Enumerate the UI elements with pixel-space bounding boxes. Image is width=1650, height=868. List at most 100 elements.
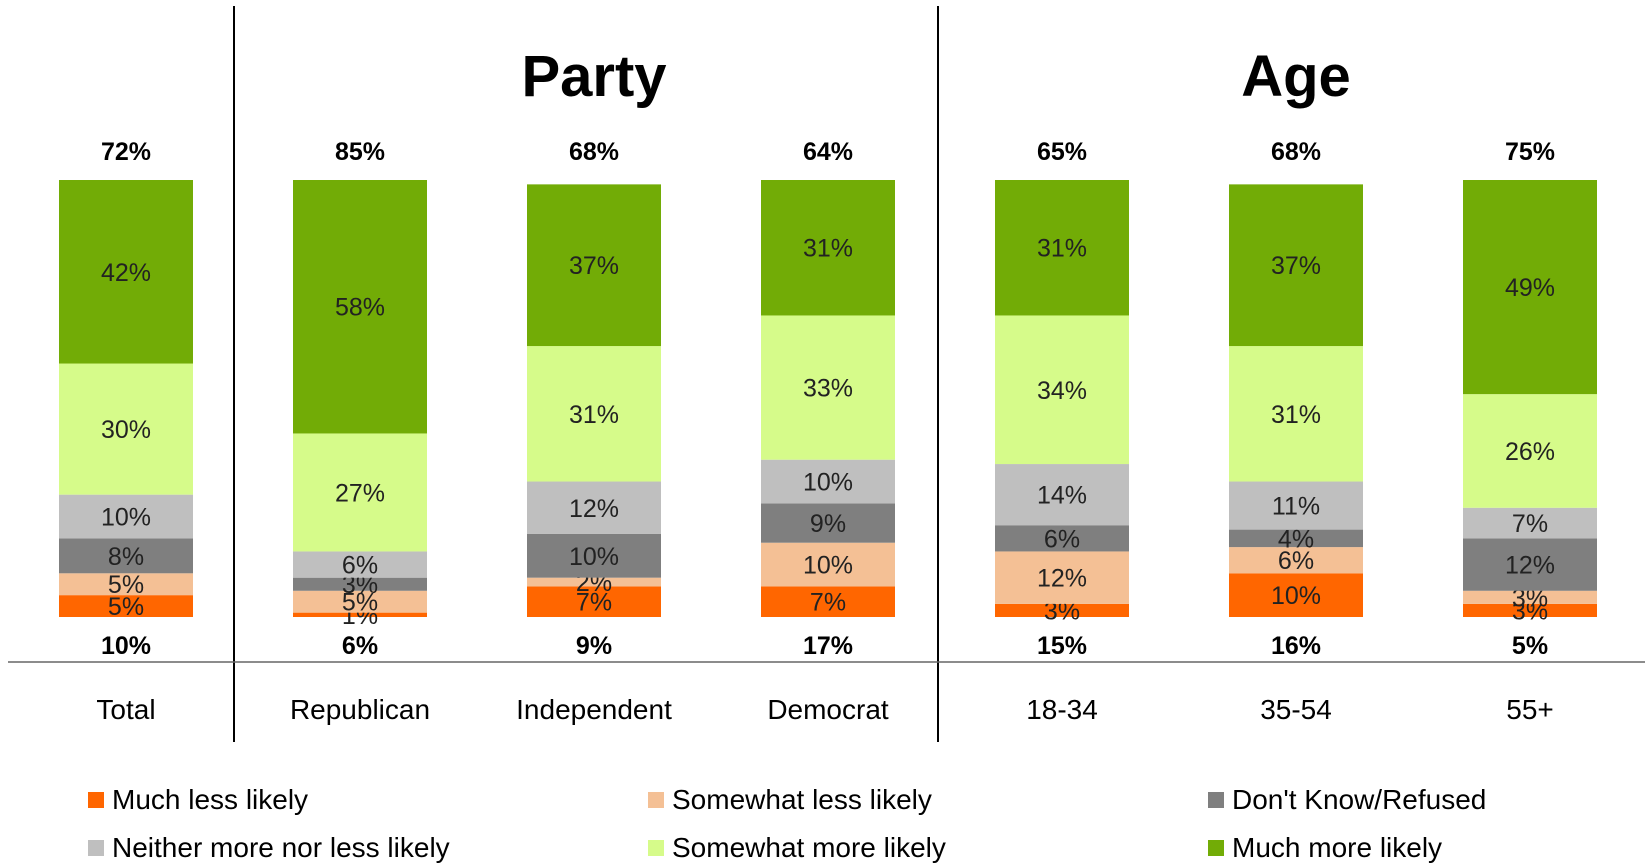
top-total-label: 68% [1271, 138, 1321, 166]
legend-item: Much less likely [88, 780, 308, 820]
segment-label: 49% [1505, 274, 1555, 302]
legend-item: Don't Know/Refused [1208, 780, 1486, 820]
bar-segment [1463, 180, 1597, 395]
bar-segment [527, 346, 661, 482]
segment-label: 6% [1278, 547, 1314, 575]
segment-label: 7% [576, 589, 612, 617]
bar-segment [59, 595, 193, 617]
segment-label: 26% [1505, 438, 1555, 466]
segment-label: 12% [1037, 565, 1087, 593]
legend-swatch [1208, 840, 1224, 856]
bar-segment [59, 494, 193, 539]
segment-label: 5% [108, 571, 144, 599]
segment-label: 10% [803, 469, 853, 497]
bar-segment [293, 612, 427, 617]
bar-segment [59, 180, 193, 364]
legend-swatch [648, 792, 664, 808]
legend-item: Somewhat less likely [648, 780, 932, 820]
bars: 5%5%8%10%30%42%1%5%3%6%27%58%7%2%10%12%3… [59, 180, 1597, 630]
legend-item: Much more likely [1208, 828, 1442, 868]
legend-swatch [88, 792, 104, 808]
bottom-total-label: 10% [101, 632, 151, 660]
bar-35-54: 10% 6%4% 11% 31% 37% [1229, 184, 1363, 617]
bar-segment [1463, 538, 1597, 591]
bar-segment [1229, 184, 1363, 347]
segment-label: 14% [1037, 482, 1087, 510]
bottom-total-label: 15% [1037, 632, 1087, 660]
segment-label: 7% [810, 589, 846, 617]
bar-segment [527, 184, 661, 347]
legend-label: Much more likely [1232, 832, 1443, 863]
segment-label: 12% [569, 495, 619, 523]
segment-label: 4% [1278, 525, 1314, 553]
bar-segment [1229, 573, 1363, 617]
legend-label: Somewhat more likely [672, 832, 946, 863]
category-labels: Total Republican Independent Democrat 18-34 3… [96, 694, 1553, 725]
segment-label: 10% [1271, 582, 1321, 610]
segment-label: 5% [108, 593, 144, 621]
bar-segment [59, 573, 193, 596]
top-total-label: 85% [335, 138, 385, 166]
segment-label: 11% [1272, 493, 1320, 521]
bar-segment [527, 577, 661, 587]
segment-label: 10% [569, 543, 619, 571]
legend-swatch [88, 840, 104, 856]
segment-label: 6% [1044, 525, 1080, 553]
group-title: Age [1241, 44, 1351, 109]
bar-segment [1463, 394, 1597, 508]
legend-swatch [1208, 792, 1224, 808]
segment-label: 7% [1512, 510, 1548, 538]
bar-segment [1463, 590, 1597, 604]
segment-label: 12% [1505, 552, 1555, 580]
segment-label: 6% [342, 552, 378, 580]
category-label: Total [96, 694, 155, 725]
legend-label: Much less likely [112, 784, 309, 815]
bar-segment [1229, 346, 1363, 482]
chart-separators [8, 6, 1645, 742]
bar-republican: 1%5%3%6%27%58% [293, 180, 427, 630]
legend-swatch [648, 840, 664, 856]
bar-segment [761, 459, 895, 504]
legend-label: Somewhat less likely [672, 784, 932, 815]
bar-segment [1463, 603, 1597, 617]
bottom-total-label: 16% [1271, 632, 1321, 660]
bottom-total-label: 6% [342, 632, 378, 660]
bar-segment [59, 363, 193, 495]
bar-segment [293, 551, 427, 578]
bar-segment [1229, 547, 1363, 574]
bar-segment [761, 503, 895, 543]
bar-democrat: 7% 10% 9% 10% 33% 31% [761, 180, 895, 617]
bar-segment [527, 586, 661, 617]
legend-item: Neither more nor less likely [88, 828, 450, 868]
bar-segment [527, 481, 661, 534]
segment-label: 31% [803, 235, 853, 263]
segment-label: 9% [810, 510, 846, 538]
category-label: Democrat [767, 694, 889, 725]
segment-label: 10% [803, 552, 853, 580]
segment-label: 34% [1037, 377, 1087, 405]
top-total-label: 64% [803, 138, 853, 166]
bar-segment [1463, 507, 1597, 539]
bar-segment [995, 315, 1129, 465]
segment-label: 31% [1037, 235, 1087, 263]
segment-label: 33% [803, 375, 853, 403]
top-total-label: 75% [1505, 138, 1555, 166]
segment-label: 58% [335, 294, 385, 322]
bar-segment [995, 603, 1129, 617]
bar-segment [761, 180, 895, 316]
bar-segment [293, 577, 427, 591]
category-label: Republican [290, 694, 430, 725]
bar-segment [995, 525, 1129, 552]
top-totals: 72% 85% 68% 64% 65% 68% 75% [101, 138, 1555, 166]
bottom-totals: 10% 6% 9% 17% 15% 16% 5% [101, 632, 1548, 660]
bar-segment [1229, 529, 1363, 548]
segment-label: 8% [108, 543, 144, 571]
bottom-total-label: 17% [803, 632, 853, 660]
legend-item: Somewhat more likely [648, 828, 946, 868]
bar-segment [995, 551, 1129, 604]
category-label: 35-54 [1260, 694, 1332, 725]
segment-label: 10% [101, 503, 151, 531]
bar-segment [293, 180, 427, 434]
bottom-total-label: 9% [576, 632, 612, 660]
